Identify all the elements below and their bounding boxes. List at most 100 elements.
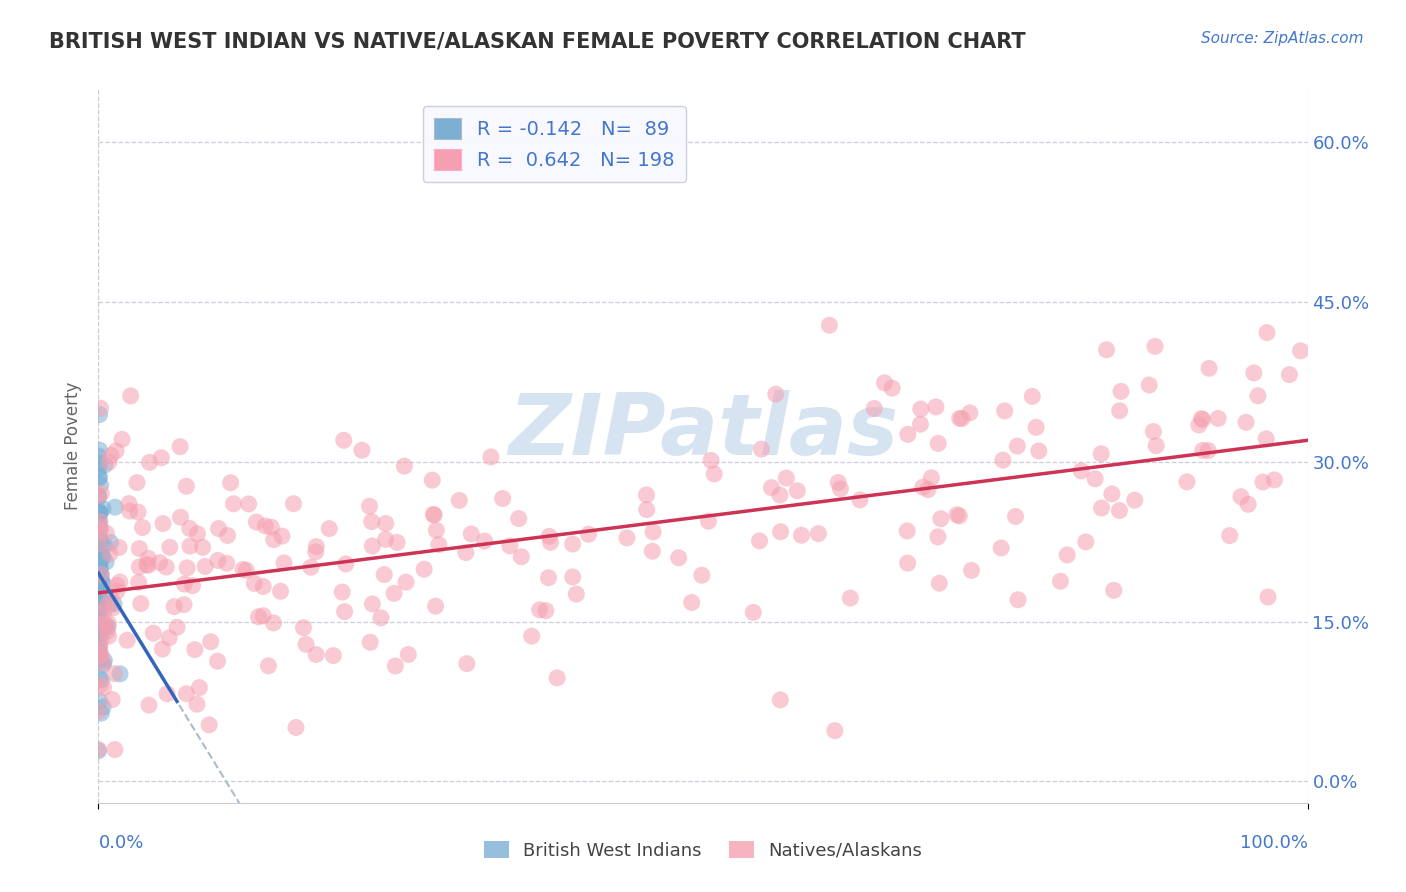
Point <box>91 657 114 672</box>
Point <box>87 581 110 595</box>
Point <box>90 401 112 416</box>
Point <box>150 642 173 657</box>
Point <box>697 514 720 528</box>
Point <box>1004 509 1026 524</box>
Point <box>263 533 285 547</box>
Point <box>87 602 110 616</box>
Point <box>538 529 561 543</box>
Point <box>108 541 131 555</box>
Point <box>882 381 904 395</box>
Point <box>994 404 1017 418</box>
Point <box>111 433 134 447</box>
Point <box>761 481 783 495</box>
Point <box>87 623 110 637</box>
Text: 0.0%: 0.0% <box>98 834 143 852</box>
Point <box>305 540 328 554</box>
Point <box>97 629 120 643</box>
Point <box>1198 361 1220 376</box>
Point <box>508 511 530 525</box>
Point <box>128 575 150 590</box>
Point <box>87 576 110 591</box>
Point <box>1289 343 1312 358</box>
Point <box>790 528 813 542</box>
Point <box>247 609 270 624</box>
Point <box>990 541 1012 555</box>
Point <box>873 376 896 390</box>
Point <box>271 529 294 543</box>
Point <box>765 387 787 401</box>
Point <box>87 590 110 604</box>
Point <box>93 681 115 695</box>
Point <box>96 526 118 541</box>
Point <box>156 687 179 701</box>
Point <box>90 598 112 612</box>
Point <box>1108 503 1130 517</box>
Point <box>1219 528 1241 542</box>
Point <box>910 402 932 417</box>
Point <box>90 648 112 663</box>
Point <box>928 576 950 591</box>
Point <box>252 580 274 594</box>
Point <box>499 539 522 553</box>
Point <box>232 562 254 576</box>
Point <box>87 571 110 585</box>
Point <box>173 598 195 612</box>
Point <box>207 553 229 567</box>
Point <box>194 559 217 574</box>
Point <box>1188 417 1211 432</box>
Point <box>425 599 447 614</box>
Point <box>1102 583 1125 598</box>
Point <box>1206 411 1229 425</box>
Point <box>87 570 110 584</box>
Point <box>1007 592 1029 607</box>
Point <box>690 568 713 582</box>
Point <box>87 556 110 570</box>
Point <box>89 530 111 544</box>
Point <box>1197 443 1219 458</box>
Point <box>138 455 160 469</box>
Point <box>90 617 112 632</box>
Point <box>87 629 110 643</box>
Point <box>413 562 436 576</box>
Point <box>273 556 295 570</box>
Point <box>456 657 478 671</box>
Point <box>1074 535 1097 549</box>
Point <box>786 483 808 498</box>
Point <box>422 508 444 522</box>
Point <box>169 440 191 454</box>
Legend: British West Indians, Natives/Alaskans: British West Indians, Natives/Alaskans <box>477 834 929 867</box>
Point <box>910 417 932 432</box>
Point <box>1234 415 1257 429</box>
Point <box>370 611 392 625</box>
Point <box>87 648 110 662</box>
Point <box>87 583 110 598</box>
Point <box>361 597 384 611</box>
Point <box>578 527 600 541</box>
Point <box>138 698 160 713</box>
Point <box>385 535 408 549</box>
Point <box>93 605 115 619</box>
Point <box>215 556 238 570</box>
Point <box>510 549 533 564</box>
Point <box>87 742 110 756</box>
Point <box>198 718 221 732</box>
Point <box>89 514 111 528</box>
Point <box>925 400 948 414</box>
Point <box>101 692 124 706</box>
Point <box>641 544 664 558</box>
Point <box>90 567 112 582</box>
Point <box>529 603 551 617</box>
Point <box>824 723 846 738</box>
Point <box>87 462 110 476</box>
Point <box>89 562 111 576</box>
Point <box>87 744 110 758</box>
Point <box>129 597 152 611</box>
Point <box>479 450 502 464</box>
Point <box>89 408 111 422</box>
Point <box>105 578 128 592</box>
Point <box>1230 490 1253 504</box>
Point <box>94 458 117 472</box>
Point <box>87 508 110 522</box>
Point <box>87 489 110 503</box>
Point <box>1256 432 1278 446</box>
